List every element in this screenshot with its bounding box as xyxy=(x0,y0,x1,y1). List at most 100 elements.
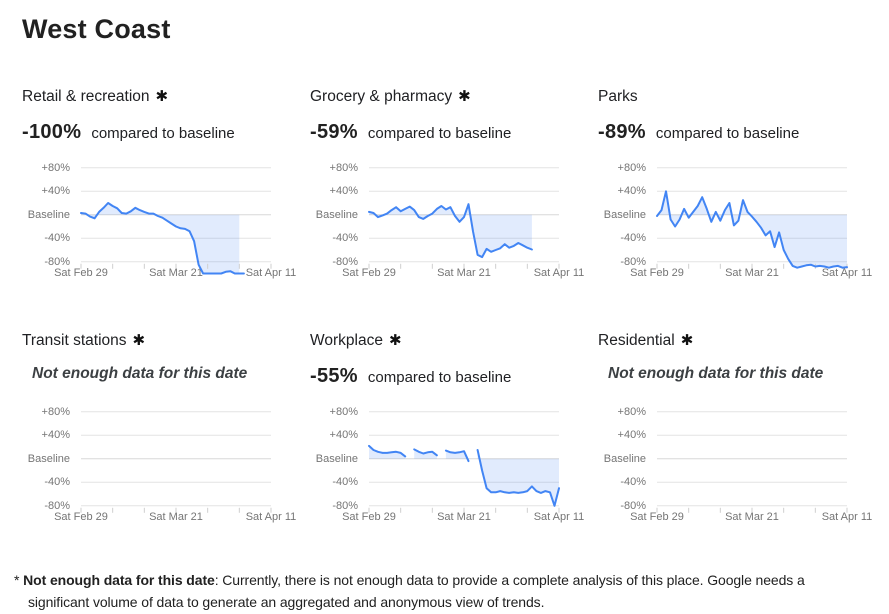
stat-line: -89% compared to baseline xyxy=(598,121,876,147)
y-axis-labels: +80% +40% Baseline -40% -80% xyxy=(310,159,366,281)
x-axis-labels: Sat Feb 29 Sat Mar 21 Sat Apr 11 xyxy=(54,511,296,525)
chart-plot: +80% +40% Baseline -40% -80% Sat Feb 29 … xyxy=(310,159,588,295)
x-tick-label: Sat Apr 11 xyxy=(245,267,297,279)
x-tick-label: Sat Feb 29 xyxy=(630,267,684,279)
chart-canvas: Sat Feb 29 Sat Mar 21 Sat Apr 11 xyxy=(342,403,584,539)
footnote-marker: * xyxy=(14,572,20,588)
y-tick-label: +80% xyxy=(329,406,358,418)
stat-line: Not enough data for this date xyxy=(598,365,876,391)
y-tick-label: +80% xyxy=(41,406,70,418)
chart-title: Parks xyxy=(598,87,876,107)
x-axis-labels: Sat Feb 29 Sat Mar 21 Sat Apr 11 xyxy=(54,267,296,281)
x-tick-label: Sat Feb 29 xyxy=(342,511,396,523)
chart-card-parks: Parks -89% compared to baseline +80% +40… xyxy=(598,87,876,295)
mobility-line-chart xyxy=(656,167,848,269)
chart-title-text: Parks xyxy=(598,88,638,105)
asterisk-icon: ✱ xyxy=(132,332,146,349)
stat-suffix: compared to baseline xyxy=(367,369,512,386)
x-tick-label: Sat Feb 29 xyxy=(54,267,108,279)
x-axis-labels: Sat Feb 29 Sat Mar 21 Sat Apr 11 xyxy=(342,511,584,525)
charts-grid: Retail & recreation ✱ -100% compared to b… xyxy=(22,87,872,539)
y-tick-label: +40% xyxy=(329,185,358,197)
stat-value: -59% xyxy=(310,121,358,143)
mobility-line-chart xyxy=(368,411,560,513)
asterisk-icon: ✱ xyxy=(155,88,169,105)
y-tick-label: Baseline xyxy=(315,453,358,465)
y-tick-label: +40% xyxy=(41,185,70,197)
chart-title: Workplace ✱ xyxy=(310,331,588,351)
chart-canvas: Sat Feb 29 Sat Mar 21 Sat Apr 11 xyxy=(54,159,296,295)
chart-plot: +80% +40% Baseline -40% -80% Sat Feb 29 … xyxy=(310,403,588,539)
chart-canvas: Sat Feb 29 Sat Mar 21 Sat Apr 11 xyxy=(54,403,296,539)
chart-title-text: Retail & recreation xyxy=(22,88,150,105)
mobility-line-chart xyxy=(80,167,272,275)
x-tick-label: Sat Mar 21 xyxy=(437,267,491,279)
asterisk-icon: ✱ xyxy=(680,332,694,349)
chart-title-text: Residential xyxy=(598,332,675,349)
y-tick-label: -80% xyxy=(44,256,70,268)
mobility-line-chart xyxy=(80,411,272,513)
y-tick-label: +40% xyxy=(41,429,70,441)
y-tick-label: -40% xyxy=(620,232,646,244)
chart-title: Transit stations ✱ xyxy=(22,331,300,351)
x-tick-label: Sat Mar 21 xyxy=(725,511,779,523)
y-axis-labels: +80% +40% Baseline -40% -80% xyxy=(598,159,654,281)
chart-card-residential: Residential ✱ Not enough data for this da… xyxy=(598,331,876,539)
chart-title-text: Grocery & pharmacy xyxy=(310,88,453,105)
y-tick-label: -80% xyxy=(44,500,70,512)
y-tick-label: Baseline xyxy=(603,453,646,465)
chart-title: Residential ✱ xyxy=(598,331,876,351)
x-tick-label: Sat Apr 11 xyxy=(533,267,585,279)
asterisk-icon: ✱ xyxy=(458,88,471,105)
x-tick-label: Sat Mar 21 xyxy=(149,267,203,279)
x-tick-label: Sat Mar 21 xyxy=(149,511,203,523)
footnote-rest-text: : Currently, there is not enough data to… xyxy=(28,572,805,611)
y-tick-label: +80% xyxy=(41,162,70,174)
x-tick-label: Sat Apr 11 xyxy=(821,511,873,523)
stat-value: -55% xyxy=(310,365,358,387)
stat-value: -100% xyxy=(22,121,82,143)
chart-title-text: Workplace xyxy=(310,332,383,349)
y-tick-label: Baseline xyxy=(27,453,70,465)
stat-line: -55% compared to baseline xyxy=(310,365,588,391)
y-tick-label: +40% xyxy=(617,429,646,441)
footnote: * Not enough data for this date: Current… xyxy=(14,569,867,614)
y-tick-label: +80% xyxy=(329,162,358,174)
chart-title: Retail & recreation ✱ xyxy=(22,87,300,107)
y-tick-label: +80% xyxy=(617,406,646,418)
y-tick-label: -80% xyxy=(620,500,646,512)
x-axis-labels: Sat Feb 29 Sat Mar 21 Sat Apr 11 xyxy=(342,267,584,281)
y-tick-label: +40% xyxy=(617,185,646,197)
chart-plot: +80% +40% Baseline -40% -80% Sat Feb 29 … xyxy=(598,159,876,295)
y-tick-label: Baseline xyxy=(27,209,70,221)
stat-suffix: compared to baseline xyxy=(91,125,235,142)
x-axis-labels: Sat Feb 29 Sat Mar 21 Sat Apr 11 xyxy=(630,267,872,281)
y-tick-label: -40% xyxy=(332,476,358,488)
no-data-message: Not enough data for this date xyxy=(32,365,248,382)
y-tick-label: -40% xyxy=(44,232,70,244)
stat-line: -100% compared to baseline xyxy=(22,121,300,147)
chart-title: Grocery & pharmacy ✱ xyxy=(310,87,588,107)
x-tick-label: Sat Apr 11 xyxy=(245,511,297,523)
footnote-bold-text: Not enough data for this date xyxy=(23,572,215,588)
chart-plot: +80% +40% Baseline -40% -80% Sat Feb 29 … xyxy=(22,159,300,295)
y-tick-label: -40% xyxy=(620,476,646,488)
chart-title-text: Transit stations xyxy=(22,332,127,349)
x-axis-labels: Sat Feb 29 Sat Mar 21 Sat Apr 11 xyxy=(630,511,872,525)
x-tick-label: Sat Apr 11 xyxy=(533,511,585,523)
mobility-line-chart xyxy=(368,167,560,269)
stat-suffix: compared to baseline xyxy=(367,125,512,142)
x-tick-label: Sat Mar 21 xyxy=(437,511,491,523)
y-tick-label: -80% xyxy=(620,256,646,268)
chart-card-grocery-pharmacy: Grocery & pharmacy ✱ -59% compared to bas… xyxy=(310,87,588,295)
stat-value: -89% xyxy=(598,121,646,143)
chart-canvas: Sat Feb 29 Sat Mar 21 Sat Apr 11 xyxy=(342,159,584,295)
x-tick-label: Sat Feb 29 xyxy=(54,511,108,523)
y-tick-label: -80% xyxy=(332,500,358,512)
y-tick-label: +40% xyxy=(329,429,358,441)
chart-canvas: Sat Feb 29 Sat Mar 21 Sat Apr 11 xyxy=(630,403,872,539)
x-tick-label: Sat Feb 29 xyxy=(342,267,396,279)
no-data-message: Not enough data for this date xyxy=(608,365,824,382)
y-axis-labels: +80% +40% Baseline -40% -80% xyxy=(22,403,78,525)
